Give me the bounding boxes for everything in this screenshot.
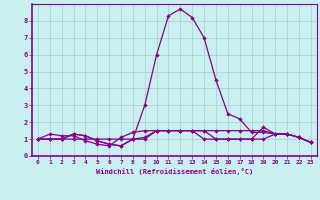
- X-axis label: Windchill (Refroidissement éolien,°C): Windchill (Refroidissement éolien,°C): [96, 168, 253, 175]
